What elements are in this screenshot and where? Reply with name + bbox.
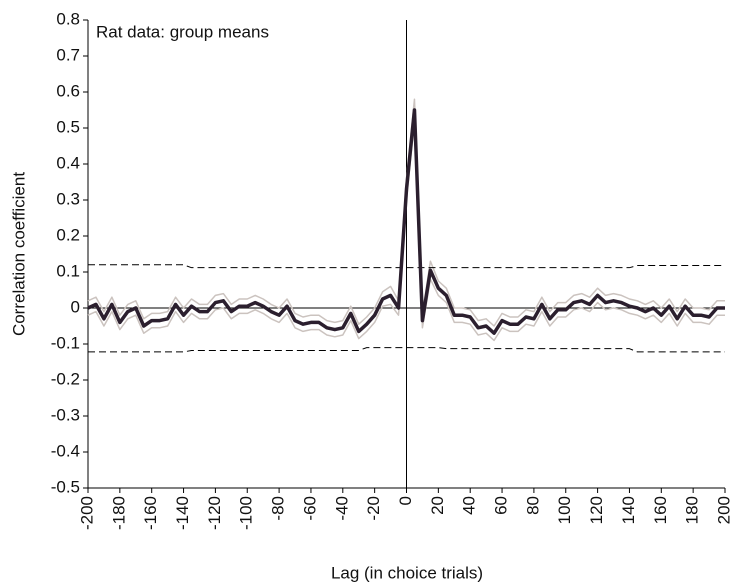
y-tick-label: 0.1 [56,261,80,280]
x-tick-label: 180 [683,496,702,524]
threshold-line [88,347,725,353]
x-tick-label: 160 [651,496,670,524]
x-tick-label: -20 [364,496,383,521]
x-tick-label: -160 [141,496,160,530]
y-tick-label: 0 [71,297,80,316]
x-tick-label: -180 [109,496,128,530]
annotation: Rat data: group means [96,22,269,41]
x-tick-label: -40 [332,496,351,521]
x-tick-label: 200 [714,496,733,524]
y-tick-label: -0.4 [51,441,80,460]
threshold-line [88,264,725,269]
x-tick-label: -100 [237,496,256,530]
y-tick-label: 0.7 [56,45,80,64]
x-tick-label: -200 [77,496,96,530]
y-tick-label: 0.6 [56,81,80,100]
x-tick-label: -120 [205,496,224,530]
y-tick-label: -0.2 [51,369,80,388]
y-tick-label: -0.1 [51,333,80,352]
x-axis-label: Lag (in choice trials) [331,563,483,582]
x-tick-label: -140 [173,496,192,530]
x-tick-label: 100 [555,496,574,524]
y-tick-label: -0.3 [51,405,80,424]
y-tick-label: 0.8 [56,9,80,28]
y-axis-label: Correlation coefficient [9,172,28,336]
x-tick-label: 80 [523,496,542,515]
y-tick-label: 0.3 [56,189,80,208]
series-line [87,108,725,335]
x-tick-label: 140 [619,496,638,524]
x-tick-label: -60 [300,496,319,521]
y-tick-label: 0.5 [56,117,80,136]
y-tick-label: -0.5 [51,477,80,496]
x-tick-label: -80 [269,496,288,521]
x-tick-label: 20 [428,496,447,515]
x-tick-label: 120 [587,496,606,524]
x-tick-label: 0 [396,496,415,505]
x-tick-label: 40 [460,496,479,515]
x-tick-label: 60 [492,496,511,515]
y-tick-label: 0.2 [56,225,80,244]
y-tick-label: 0.4 [56,153,80,172]
